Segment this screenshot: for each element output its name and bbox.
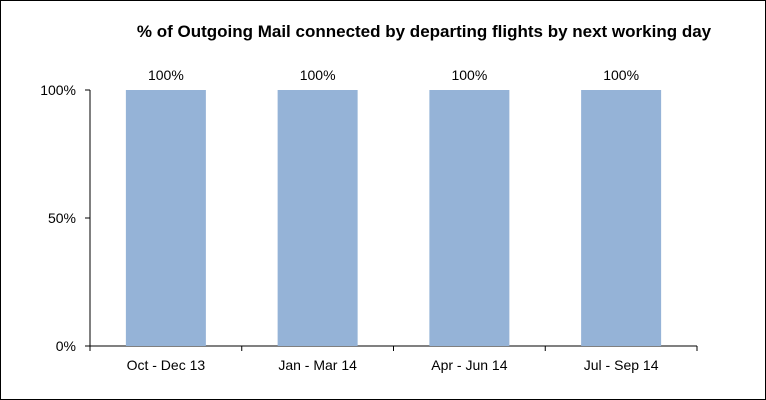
bar — [277, 90, 358, 346]
x-tick-label: Jan - Mar 14 — [278, 357, 357, 373]
x-tick-label: Oct - Dec 13 — [127, 357, 206, 373]
data-label: 100% — [603, 67, 639, 83]
x-tick-label: Jul - Sep 14 — [584, 357, 659, 373]
data-label: 100% — [451, 67, 487, 83]
data-label: 100% — [300, 67, 336, 83]
y-tick-label: 100% — [40, 82, 76, 98]
chart-title: % of Outgoing Mail connected by departin… — [136, 22, 712, 41]
bar — [125, 90, 206, 346]
data-label: 100% — [148, 67, 184, 83]
bar — [581, 90, 662, 346]
bar — [429, 90, 510, 346]
y-tick-label: 50% — [48, 210, 76, 226]
x-tick-label: Apr - Jun 14 — [431, 357, 507, 373]
y-tick-label: 0% — [56, 338, 76, 354]
